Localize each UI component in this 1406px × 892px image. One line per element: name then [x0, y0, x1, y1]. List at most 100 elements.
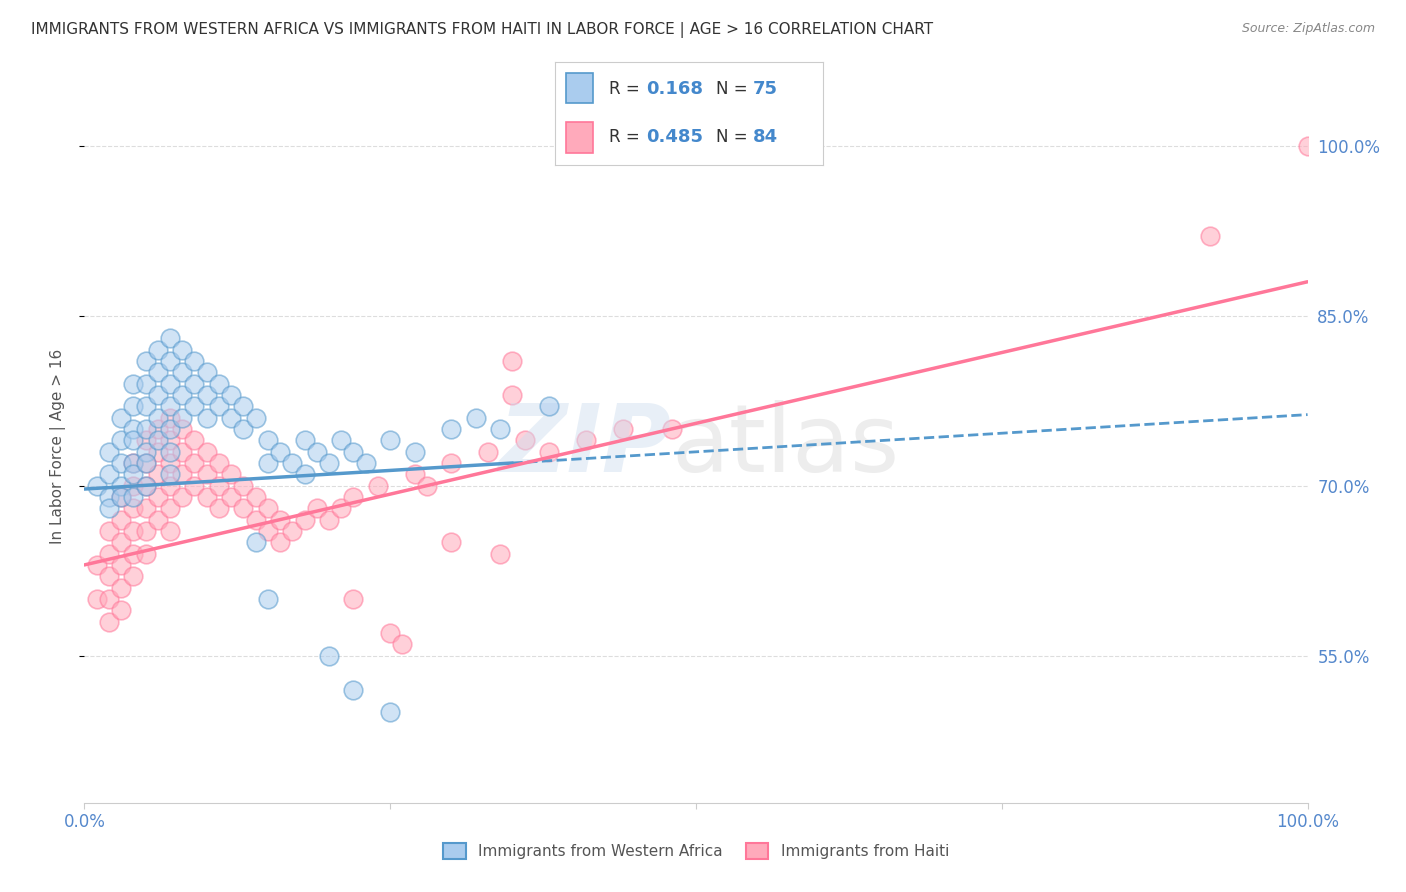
Point: [159, 331, 181, 345]
Text: atlas: atlas: [672, 400, 900, 492]
Point: [97, 569, 120, 583]
Point: [219, 388, 242, 402]
Point: [172, 365, 194, 379]
Point: [159, 400, 181, 414]
Point: [135, 400, 157, 414]
Point: [146, 422, 169, 436]
Point: [172, 490, 194, 504]
Point: [513, 434, 536, 448]
Point: [257, 501, 280, 516]
Point: [342, 682, 364, 697]
Text: Source: ZipAtlas.com: Source: ZipAtlas.com: [1241, 22, 1375, 36]
Point: [257, 434, 280, 448]
Point: [269, 513, 291, 527]
Point: [86, 591, 108, 606]
Point: [135, 444, 157, 458]
Y-axis label: In Labor Force | Age > 16: In Labor Force | Age > 16: [51, 349, 66, 543]
Text: ZIP: ZIP: [499, 400, 672, 492]
Point: [97, 490, 120, 504]
Point: [146, 490, 169, 504]
Point: [183, 376, 205, 391]
Point: [183, 400, 205, 414]
Point: [208, 400, 231, 414]
Point: [1296, 138, 1319, 153]
Text: 84: 84: [754, 128, 778, 146]
Bar: [567, 73, 593, 103]
Point: [122, 490, 145, 504]
Point: [183, 434, 205, 448]
Point: [538, 444, 561, 458]
Point: [135, 354, 157, 368]
Point: [97, 444, 120, 458]
Point: [172, 422, 194, 436]
Point: [172, 410, 194, 425]
Point: [294, 467, 316, 482]
Point: [294, 513, 316, 527]
Point: [110, 478, 132, 492]
Point: [208, 456, 231, 470]
Point: [135, 547, 157, 561]
Text: IMMIGRANTS FROM WESTERN AFRICA VS IMMIGRANTS FROM HAITI IN LABOR FORCE | AGE > 1: IMMIGRANTS FROM WESTERN AFRICA VS IMMIGR…: [31, 22, 934, 38]
Point: [135, 456, 157, 470]
Point: [305, 501, 328, 516]
Point: [354, 456, 377, 470]
Point: [146, 410, 169, 425]
Point: [538, 400, 561, 414]
Point: [110, 513, 132, 527]
Point: [489, 547, 512, 561]
Point: [135, 478, 157, 492]
Point: [257, 591, 280, 606]
Point: [159, 354, 181, 368]
Point: [135, 434, 157, 448]
Point: [159, 524, 181, 538]
Text: 0.168: 0.168: [647, 79, 703, 97]
Text: N =: N =: [716, 128, 752, 146]
Point: [208, 501, 231, 516]
Point: [404, 444, 426, 458]
Point: [219, 467, 242, 482]
Point: [1198, 229, 1220, 244]
Point: [122, 478, 145, 492]
Point: [232, 422, 254, 436]
Point: [86, 478, 108, 492]
Point: [269, 444, 291, 458]
Point: [97, 501, 120, 516]
Point: [172, 444, 194, 458]
Point: [146, 444, 169, 458]
Point: [318, 456, 340, 470]
Point: [380, 705, 402, 719]
Point: [110, 603, 132, 617]
Point: [342, 591, 364, 606]
Point: [110, 456, 132, 470]
Point: [135, 524, 157, 538]
Point: [195, 490, 218, 504]
Point: [110, 535, 132, 549]
Point: [195, 388, 218, 402]
Point: [97, 547, 120, 561]
Point: [135, 376, 157, 391]
Point: [367, 478, 389, 492]
Point: [110, 490, 132, 504]
Point: [489, 422, 512, 436]
Point: [208, 478, 231, 492]
Point: [269, 535, 291, 549]
Point: [110, 581, 132, 595]
Point: [195, 467, 218, 482]
Text: R =: R =: [609, 79, 645, 97]
Point: [416, 478, 439, 492]
Point: [146, 343, 169, 357]
Point: [183, 456, 205, 470]
Point: [159, 422, 181, 436]
Point: [575, 434, 598, 448]
Point: [404, 467, 426, 482]
Point: [232, 400, 254, 414]
Point: [97, 615, 120, 629]
Point: [380, 434, 402, 448]
Point: [477, 444, 499, 458]
Point: [257, 524, 280, 538]
Point: [122, 456, 145, 470]
Point: [122, 467, 145, 482]
Bar: [567, 122, 593, 153]
Text: N =: N =: [716, 79, 752, 97]
Point: [172, 343, 194, 357]
